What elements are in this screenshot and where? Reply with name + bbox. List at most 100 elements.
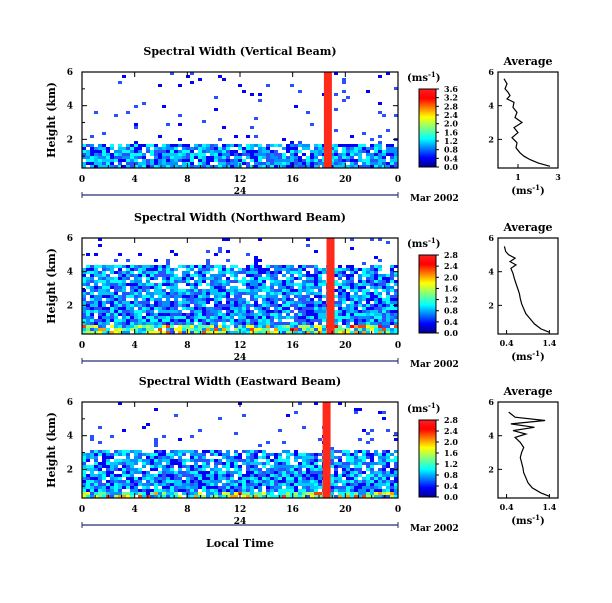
heatmap-cell [86,465,90,468]
panel-title-0: Spectral Width (Vertical Beam) [143,45,336,58]
heatmap-cell [334,495,338,498]
heatmap-cell [286,295,290,298]
heatmap-cell [370,138,374,141]
heatmap-cell [150,271,154,274]
colorbar-tick-label: 2.8 [444,250,458,260]
heatmap-cell [186,268,190,271]
heatmap-cell [382,471,386,474]
heatmap-cell [206,144,210,147]
heatmap-cell [386,310,390,313]
heatmap-cell [182,150,186,153]
heatmap-cell [186,322,190,325]
heatmap-cell [262,307,266,310]
heatmap-cell [194,283,198,286]
heatmap-cell [226,162,230,165]
heatmap-cell [270,165,274,168]
heatmap-cell [226,492,230,495]
x-tick-label: 12 [234,341,247,351]
heatmap-cell [294,331,298,334]
heatmap-cell [94,495,98,498]
heatmap-cell [186,271,190,274]
heatmap-cell [394,114,398,117]
heatmap-cell [306,480,310,483]
heatmap-cell [266,277,270,280]
heatmap-cell [178,295,182,298]
heatmap-cell [382,322,386,325]
heatmap-cell [114,114,118,117]
heatmap-cell [354,286,358,289]
heatmap-cell [282,138,286,141]
heatmap-cell [330,486,334,489]
heatmap-cell [374,150,378,153]
heatmap-cell [262,298,266,301]
heatmap-cell [142,492,146,495]
heatmap-cell [306,328,310,331]
heatmap-cell [330,483,334,486]
heatmap-cell [138,325,142,328]
heatmap-cell [222,268,226,271]
heatmap-cell [302,147,306,150]
heatmap-cell [266,474,270,477]
y-axis-label-0: Height (km) [45,82,58,158]
heatmap-cell [250,271,254,274]
heatmap-cell [138,277,142,280]
heatmap-cell [190,307,194,310]
heatmap-cell [366,156,370,159]
heatmap-cell [210,310,214,313]
average-xlabel-0-exponent: -1 [532,183,540,192]
heatmap-cell [226,159,230,162]
heatmap-cell [174,156,178,159]
heatmap-cell [222,274,226,277]
heatmap-cell [226,462,230,465]
heatmap-cell [118,81,122,84]
heatmap-cell [294,304,298,307]
heatmap-cell [246,144,250,147]
heatmap-cell [366,301,370,304]
heatmap-cell [82,162,86,165]
heatmap-cell [82,319,86,322]
heatmap-cell [298,165,302,168]
heatmap-cell [118,474,122,477]
heatmap-cell [286,156,290,159]
heatmap-cell [362,289,366,292]
heatmap-cell [334,268,338,271]
heatmap-cell [162,147,166,150]
heatmap-cell [106,328,110,331]
heatmap-cell [142,156,146,159]
heatmap-cell [378,135,382,138]
heatmap-cell [270,483,274,486]
heatmap-cell [390,468,394,471]
heatmap-cell [342,480,346,483]
heatmap-cell [234,468,238,471]
heatmap-cell [82,271,86,274]
heatmap-cell [346,156,350,159]
heatmap-cell [230,301,234,304]
heatmap-cell [130,283,134,286]
heatmap-cell [162,156,166,159]
heatmap-cell [242,159,246,162]
heatmap-cell [218,271,222,274]
heatmap-cell [182,483,186,486]
heatmap-cell [318,162,322,165]
heatmap-cell [346,468,350,471]
heatmap-cell [98,156,102,159]
heatmap-cell [178,316,182,319]
heatmap-cell [182,156,186,159]
heatmap-cell [142,316,146,319]
heatmap-cell [286,301,290,304]
heatmap-cell [250,322,254,325]
heatmap-cell [194,465,198,468]
heatmap-cell [126,274,130,277]
heatmap-cell [346,319,350,322]
heatmap-cell [386,325,390,328]
heatmap-cell [166,331,170,334]
heatmap-cell [142,286,146,289]
heatmap-cell [382,477,386,480]
heatmap-cell [302,313,306,316]
heatmap-cell [262,268,266,271]
heatmap-cell [202,322,206,325]
heatmap-cell [266,325,270,328]
heatmap-cell [122,328,126,331]
heatmap-cell [370,304,374,307]
